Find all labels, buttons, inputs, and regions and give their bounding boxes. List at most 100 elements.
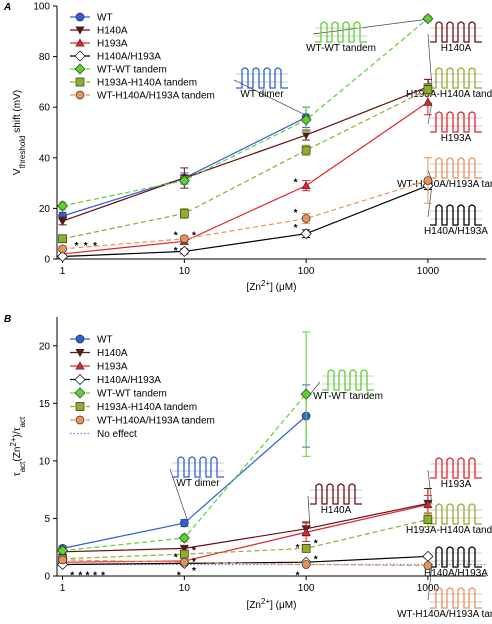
inset-channel — [430, 111, 482, 133]
legend-label: H140A/H193A — [97, 375, 161, 386]
point — [301, 544, 311, 553]
point — [301, 180, 311, 190]
point — [75, 415, 85, 425]
x-tick-label: 1000 — [417, 583, 440, 594]
inset-channel — [430, 587, 482, 609]
y-tick-label: 0 — [44, 255, 50, 266]
label-part: shift (mV) — [12, 90, 23, 136]
significance-mark: * — [93, 241, 97, 252]
y-tick-label: 20 — [39, 341, 51, 352]
legend-label: WT-H140A/H193A tandem — [97, 416, 215, 427]
significance-mark: * — [177, 571, 181, 582]
y-tick-label: 0 — [44, 572, 50, 583]
point — [179, 557, 189, 567]
x-tick-label: 100 — [298, 583, 315, 594]
series-line — [62, 101, 429, 255]
x-tick-label: 1 — [60, 583, 66, 594]
x-axis-label: [Zn2+] (μM) — [247, 597, 297, 612]
legend-label: No effect — [97, 429, 137, 440]
point — [75, 26, 85, 35]
point — [57, 200, 69, 212]
significance-mark: * — [192, 231, 196, 242]
inset-label: WT dimer — [240, 89, 284, 100]
y-tick-label: 80 — [39, 52, 51, 63]
point — [74, 50, 86, 62]
point — [75, 77, 85, 87]
inset-channel — [430, 157, 482, 179]
point — [301, 527, 311, 536]
inset-connector — [233, 79, 311, 118]
label-part: V — [12, 168, 23, 175]
label-part: ] (μM) — [270, 600, 296, 611]
point — [423, 97, 433, 106]
inset-connector — [309, 381, 321, 395]
point — [75, 348, 85, 358]
point — [178, 245, 190, 257]
point — [178, 175, 190, 187]
significance-mark: * — [85, 571, 89, 582]
point — [58, 234, 67, 244]
label-part: [Zn — [247, 600, 261, 611]
significance-mark: * — [192, 545, 196, 556]
significance-mark: * — [174, 552, 178, 563]
inset-label: WT-WT tandem — [313, 391, 383, 402]
significance-mark: * — [294, 208, 298, 219]
significance-mark: * — [74, 241, 78, 252]
series-line — [62, 519, 429, 560]
inset-channel — [236, 67, 288, 89]
series-line — [62, 502, 429, 553]
inset: WT dimer — [172, 456, 224, 489]
point — [179, 544, 189, 554]
inset: WT-WT tandem — [306, 21, 376, 54]
y-axis-label: Vthreshold shift (mV) — [12, 90, 27, 175]
inset: H140A/H193A — [424, 546, 488, 579]
label-part: (Zn — [12, 447, 23, 462]
series-line — [62, 88, 429, 240]
point — [300, 114, 312, 126]
significance-mark: * — [84, 241, 88, 252]
label-part: 2+ — [261, 597, 270, 606]
legend-label: H193A — [97, 39, 128, 50]
significance-mark: * — [101, 571, 105, 582]
inset-label: H140A — [441, 43, 472, 54]
point — [75, 361, 85, 370]
inset-connector — [427, 565, 433, 601]
inset: WT-H140A/H193A tandem — [397, 157, 492, 190]
series-line — [62, 555, 428, 566]
inset-channel — [172, 456, 224, 478]
inset-channel — [430, 546, 482, 568]
label-part: threshold — [18, 135, 27, 168]
significance-mark: * — [78, 571, 82, 582]
inset: WT dimer — [236, 67, 288, 100]
x-axis-label: [Zn2+] (μM) — [247, 279, 297, 294]
inset-channel — [430, 21, 482, 43]
point — [75, 38, 85, 47]
inset-label: H193A — [441, 133, 472, 144]
inset-channel — [310, 483, 362, 505]
inset-label: WT dimer — [176, 478, 220, 489]
point — [74, 387, 86, 399]
point — [301, 145, 311, 155]
inset: H193A — [430, 111, 482, 144]
point — [423, 561, 433, 570]
point — [57, 217, 68, 226]
inset-label: H140A — [321, 505, 352, 516]
y-tick-label: 100 — [33, 2, 50, 13]
point — [74, 63, 86, 75]
legend-label: WT — [97, 335, 113, 346]
inset-connector — [427, 469, 433, 505]
x-tick-label: 10 — [179, 266, 191, 277]
point — [423, 85, 433, 94]
legend-label: H140A — [97, 348, 128, 359]
significance-mark: * — [174, 246, 178, 257]
series-line — [62, 179, 429, 250]
inset-connector — [427, 102, 433, 125]
significance-mark: * — [296, 543, 300, 554]
inset: H193A-H140A tandem — [406, 67, 492, 100]
legend-label: H193A-H140A tandem — [97, 78, 197, 89]
inset-label: H193A-H140A tandem — [406, 89, 492, 100]
inset-label: H193A — [441, 479, 472, 490]
inset-label: H140A/H193A — [424, 226, 488, 237]
